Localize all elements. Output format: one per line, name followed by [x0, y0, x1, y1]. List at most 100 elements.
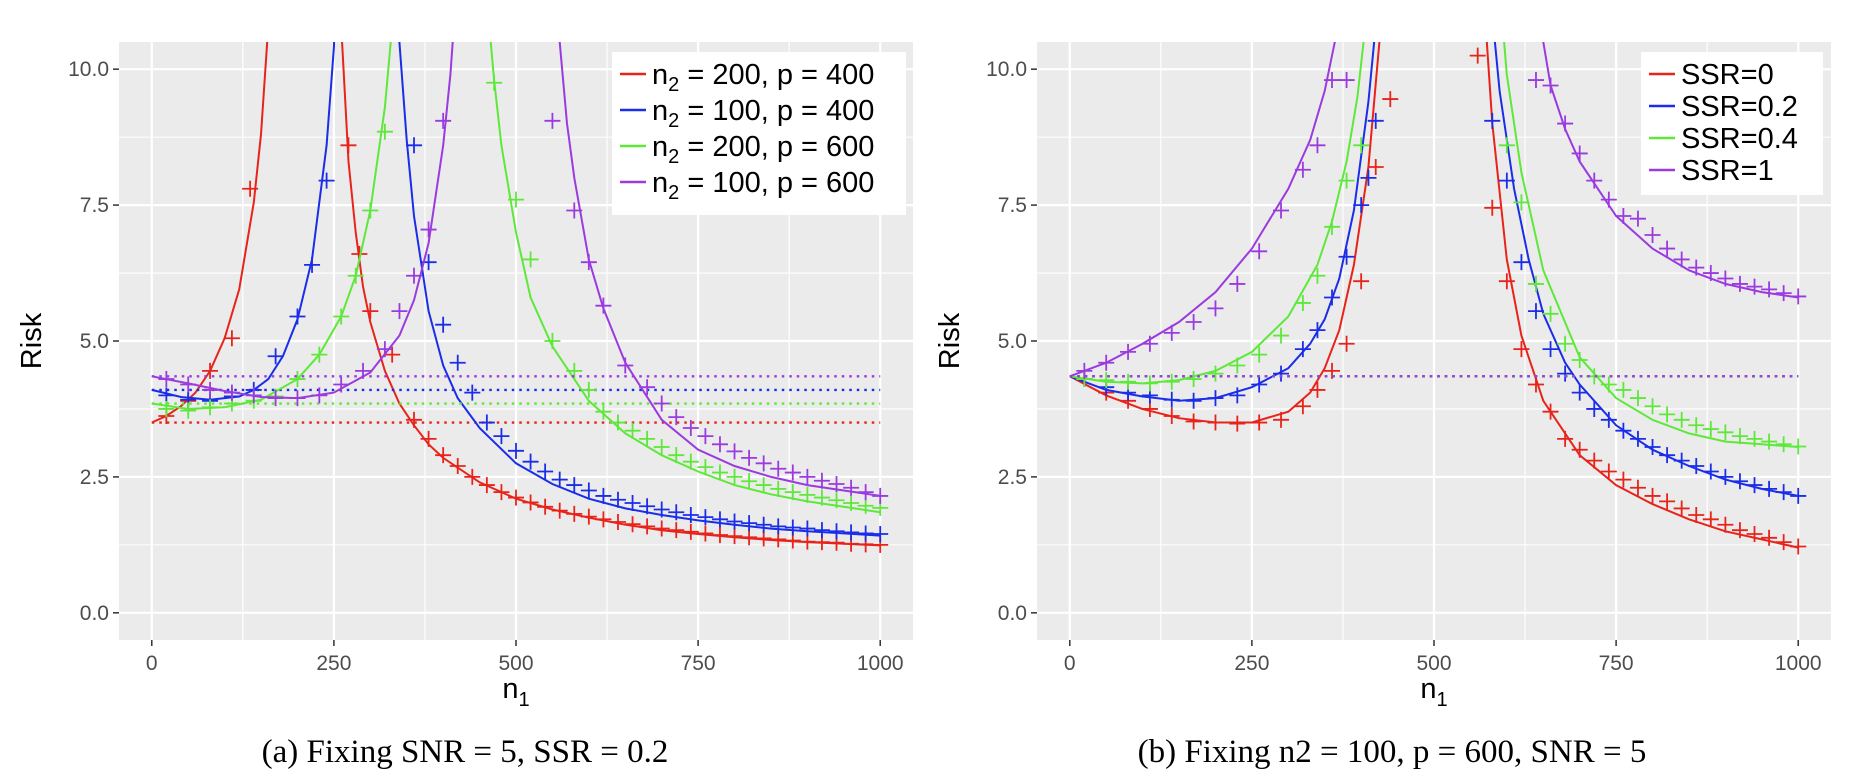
plus-marker	[668, 504, 685, 521]
plus-marker	[1673, 411, 1690, 428]
plus-marker	[449, 458, 466, 475]
legend-label-subscript: 2	[668, 110, 679, 132]
plus-marker	[1207, 390, 1224, 407]
plus-marker	[682, 523, 699, 540]
plus-marker	[1229, 387, 1246, 404]
y-tick-label: 2.5	[80, 466, 109, 489]
plus-marker	[682, 506, 699, 523]
series-2	[151, 42, 889, 516]
plus-marker	[311, 387, 328, 404]
plus-marker	[1790, 487, 1807, 504]
plot-area	[1069, 42, 1807, 555]
plus-marker	[1775, 436, 1792, 453]
plus-marker	[1659, 406, 1676, 423]
plus-marker	[1557, 365, 1574, 382]
plus-marker	[1615, 422, 1632, 439]
plus-marker	[202, 381, 219, 398]
plus-marker	[1746, 525, 1763, 542]
plus-marker	[755, 530, 772, 547]
plus-marker	[1484, 112, 1501, 129]
plus-marker	[1309, 322, 1326, 339]
plus-marker	[799, 520, 816, 537]
plus-marker	[1761, 480, 1778, 497]
plus-marker	[595, 511, 612, 528]
plus-marker	[1098, 354, 1115, 371]
plus-marker	[391, 303, 408, 320]
plus-marker	[1229, 357, 1246, 374]
plus-marker	[289, 308, 306, 325]
plus-marker	[362, 202, 379, 219]
plus-marker	[406, 137, 423, 154]
plus-marker	[580, 508, 597, 525]
series-3	[151, 42, 889, 504]
plus-marker	[522, 494, 539, 511]
plus-marker	[1702, 421, 1719, 438]
plus-marker	[1353, 137, 1370, 154]
plus-marker	[668, 409, 685, 426]
plus-marker	[1644, 398, 1661, 415]
x-tick-label: 750	[681, 652, 716, 675]
plus-marker	[668, 447, 685, 464]
plus-marker	[1717, 516, 1734, 533]
plus-marker	[1731, 275, 1748, 292]
legend-label-rest: = 200, p = 600	[679, 131, 874, 163]
plus-marker	[857, 525, 874, 542]
plus-marker	[1731, 522, 1748, 539]
plus-marker	[1746, 430, 1763, 447]
plus-marker	[1273, 327, 1290, 344]
plus-marker	[1659, 240, 1676, 257]
plus-marker	[537, 498, 554, 515]
plus-marker	[1527, 303, 1544, 320]
plus-marker	[493, 484, 510, 501]
plus-marker	[1790, 538, 1807, 555]
plus-marker	[464, 384, 481, 401]
plus-marker	[755, 455, 772, 472]
plus-marker	[697, 428, 714, 445]
plus-marker	[1746, 278, 1763, 295]
plus-marker	[493, 428, 510, 445]
plus-marker	[223, 384, 240, 401]
plus-marker	[1353, 273, 1370, 290]
plus-marker	[340, 137, 357, 154]
plus-marker	[1615, 471, 1632, 488]
plus-marker	[1673, 500, 1690, 517]
plus-marker	[1513, 194, 1530, 211]
plus-marker	[1761, 433, 1778, 450]
plus-marker	[755, 516, 772, 533]
plus-marker	[1185, 392, 1202, 409]
series-line	[1485, 42, 1799, 549]
plus-marker	[770, 460, 787, 477]
plus-marker	[741, 473, 758, 490]
plus-marker	[1527, 275, 1544, 292]
y-tick-label: 7.5	[80, 194, 109, 217]
plus-marker	[1790, 288, 1807, 305]
legend-label: SSR=0.2	[1681, 91, 1798, 123]
plus-marker	[711, 511, 728, 528]
plus-marker	[1702, 463, 1719, 480]
plus-marker	[202, 362, 219, 379]
plus-marker	[245, 387, 262, 404]
legend-label: SSR=1	[1681, 155, 1774, 187]
plus-marker	[1273, 411, 1290, 428]
plus-marker	[741, 449, 758, 466]
plus-marker	[1775, 534, 1792, 551]
x-tick-label: 500	[498, 652, 533, 675]
plus-marker	[1163, 391, 1180, 408]
y-axis-title: Risk	[16, 312, 48, 369]
plus-marker	[289, 390, 306, 407]
plus-marker	[843, 524, 860, 541]
legend-label-subscript: 2	[668, 182, 679, 204]
plus-marker	[697, 459, 714, 476]
legend-label-main: n	[652, 131, 668, 163]
plus-marker	[813, 522, 830, 539]
plus-marker	[449, 354, 466, 371]
legend-label-main: n	[652, 95, 668, 127]
plus-marker	[639, 518, 656, 535]
plus-marker	[741, 515, 758, 532]
plus-marker	[1367, 112, 1384, 129]
plus-marker	[1141, 400, 1158, 417]
x-tick-label: 1000	[1775, 652, 1822, 675]
x-axis-title: n1	[502, 673, 529, 711]
plus-marker	[1513, 254, 1530, 271]
